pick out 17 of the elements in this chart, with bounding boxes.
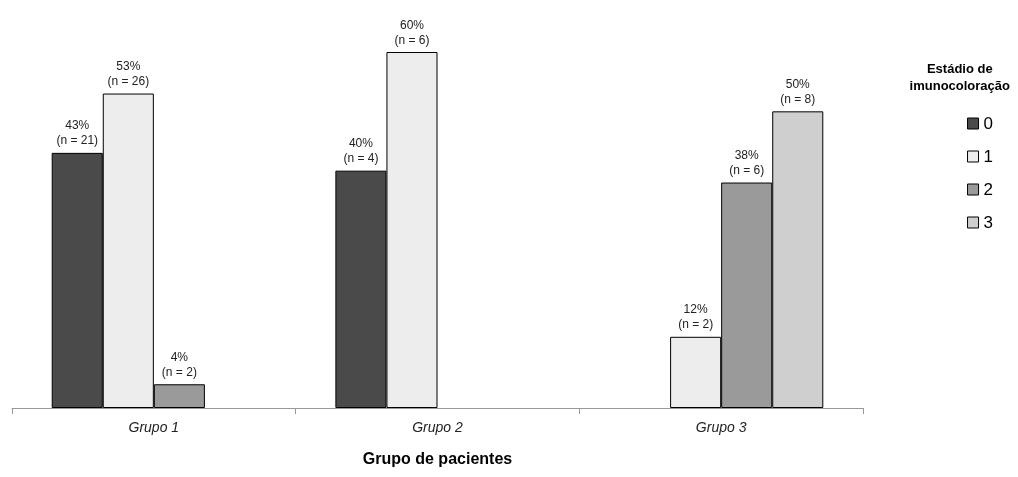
x-tick-label: Grupo 2 (412, 419, 463, 435)
legend-label: 1 (983, 147, 994, 166)
data-label: 50% (n = 8) (780, 76, 816, 106)
legend-label: 2 (983, 180, 994, 199)
legend-title: Estádio de imunocoloração (909, 61, 1011, 93)
legend-label: 0 (983, 114, 994, 133)
x-axis-title: Grupo de pacientes (362, 449, 513, 467)
data-label: 38% (n = 6) (729, 148, 765, 178)
data-label: 12% (n = 2) (678, 302, 714, 332)
data-label: 4% (n = 2) (161, 349, 197, 379)
data-label: 43% (n = 21) (56, 118, 99, 148)
legend-label: 3 (983, 213, 994, 232)
data-label: 60% (n = 6) (394, 17, 430, 47)
data-label: 40% (n = 4) (343, 136, 379, 166)
x-tick-label: Grupo 1 (128, 419, 180, 435)
x-tick-label: Grupo 3 (695, 419, 747, 435)
data-label: 53% (n = 26) (107, 59, 150, 89)
